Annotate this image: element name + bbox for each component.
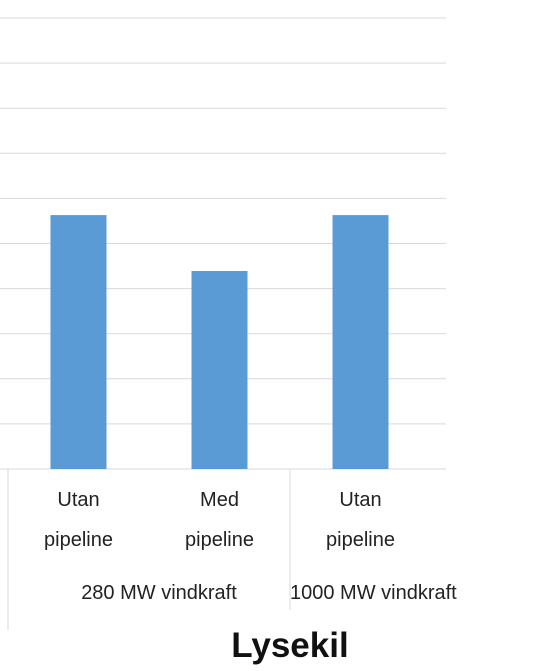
bar [191, 271, 248, 469]
x-axis-label: Lysekil [231, 626, 349, 665]
x-tick-label: Med pipeline [185, 489, 254, 551]
group-label: 280 MW vindkraft [81, 582, 237, 604]
bar [332, 215, 389, 469]
group-label: 1000 MW vindkraft [290, 582, 457, 604]
x-tick-label: Utan pipeline [44, 489, 113, 551]
bar [50, 215, 107, 469]
x-tick-label: Utan pipeline [326, 489, 395, 551]
